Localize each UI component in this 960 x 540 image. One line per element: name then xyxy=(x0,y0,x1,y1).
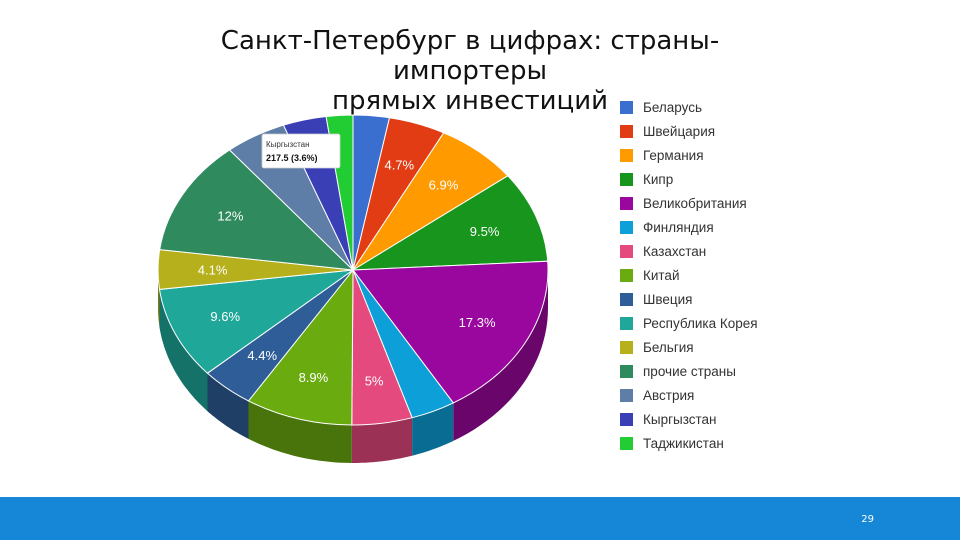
legend-swatch xyxy=(620,292,633,306)
legend-item-8[interactable]: Швеция xyxy=(620,287,840,311)
legend-swatch xyxy=(620,124,633,138)
legend-label: Бельгия xyxy=(643,339,694,355)
legend-swatch xyxy=(620,340,633,354)
slide-title: Санкт-Петербург в цифрах: страны-импорте… xyxy=(150,26,790,116)
legend-label: Великобритания xyxy=(643,195,747,211)
slide-title-line-2: прямых инвестиций xyxy=(332,86,608,116)
legend-label: прочие страны xyxy=(643,363,736,379)
slice-11-data-label: 12% xyxy=(217,209,243,224)
legend-swatch xyxy=(620,268,633,282)
legend-item-12[interactable]: Австрия xyxy=(620,383,840,407)
chart-legend: Беларусь Швейцария Германия Кипр Великобрита… xyxy=(620,95,840,455)
slice-6-data-label: 5% xyxy=(365,373,384,388)
legend-label: Швеция xyxy=(643,291,693,307)
legend-label: Республика Корея xyxy=(643,315,758,331)
legend-label: Казахстан xyxy=(643,243,707,259)
slice-8-data-label: 4.4% xyxy=(247,348,277,363)
slice-3-top[interactable] xyxy=(352,175,549,271)
legend-item-9[interactable]: Республика Корея xyxy=(620,311,840,335)
legend-swatch xyxy=(620,436,633,450)
legend-swatch xyxy=(620,364,633,378)
slice-4-side xyxy=(453,270,548,441)
slice-9-side xyxy=(159,289,208,412)
page-number: 29 xyxy=(861,514,874,525)
legend-item-6[interactable]: Казахстан xyxy=(620,239,840,263)
slice-4-top[interactable] xyxy=(352,260,549,404)
legend-label: Австрия xyxy=(643,387,695,403)
legend-item-11[interactable]: прочие страны xyxy=(620,359,840,383)
slice-2-data-label: 6.9% xyxy=(429,178,459,193)
legend-item-14[interactable]: Таджикистан xyxy=(620,431,840,455)
legend-swatch xyxy=(620,412,633,426)
legend-item-0[interactable]: Беларусь xyxy=(620,95,840,119)
slice-7-data-label: 8.9% xyxy=(299,370,329,385)
tooltip-box xyxy=(261,133,341,169)
legend-item-4[interactable]: Великобритания xyxy=(620,191,840,215)
slide-title-line-1: Санкт-Петербург в цифрах: страны-импорте… xyxy=(220,26,720,86)
slice-4-data-label: 17.3% xyxy=(459,315,496,330)
legend-item-1[interactable]: Швейцария xyxy=(620,119,840,143)
legend-swatch xyxy=(620,244,633,258)
legend-item-7[interactable]: Китай xyxy=(620,263,840,287)
slice-6-side xyxy=(351,417,413,463)
legend-label: Финляндия xyxy=(643,219,714,235)
slice-10-data-label: 4.1% xyxy=(198,263,228,278)
legend-label: Беларусь xyxy=(643,99,703,115)
legend-swatch xyxy=(620,196,633,210)
slice-1-data-label: 4.7% xyxy=(384,158,414,173)
legend-swatch xyxy=(620,100,633,114)
legend-swatch xyxy=(620,172,633,186)
legend-swatch xyxy=(620,148,633,162)
slice-9-top[interactable] xyxy=(158,269,355,374)
legend-label: Китай xyxy=(643,267,680,283)
legend-swatch xyxy=(620,388,633,402)
legend-item-3[interactable]: Кипр xyxy=(620,167,840,191)
legend-label: Таджикистан xyxy=(643,435,724,451)
tooltip-value: 217.5 (3.6%) xyxy=(266,153,318,163)
legend-label: Германия xyxy=(643,147,704,163)
slice-7-side xyxy=(248,400,352,463)
legend-swatch xyxy=(620,316,633,330)
legend-item-10[interactable]: Бельгия xyxy=(620,335,840,359)
tooltip-country: Кыргызстан xyxy=(266,140,310,149)
slice-8-side xyxy=(207,373,249,439)
legend-item-2[interactable]: Германия xyxy=(620,143,840,167)
legend-label: Швейцария xyxy=(643,123,716,139)
legend-label: Кыргызстан xyxy=(643,411,717,427)
legend-item-13[interactable]: Кыргызстан xyxy=(620,407,840,431)
legend-swatch xyxy=(620,220,633,234)
slice-5-side xyxy=(412,402,454,456)
slice-9-data-label: 9.6% xyxy=(210,309,240,324)
legend-label: Кипр xyxy=(643,171,674,187)
footer-bar: 29 xyxy=(0,497,960,540)
slice-7-top[interactable] xyxy=(247,268,354,426)
slice-3-data-label: 9.5% xyxy=(470,224,500,239)
legend-item-5[interactable]: Финляндия xyxy=(620,215,840,239)
slice-11-top[interactable] xyxy=(159,149,355,271)
